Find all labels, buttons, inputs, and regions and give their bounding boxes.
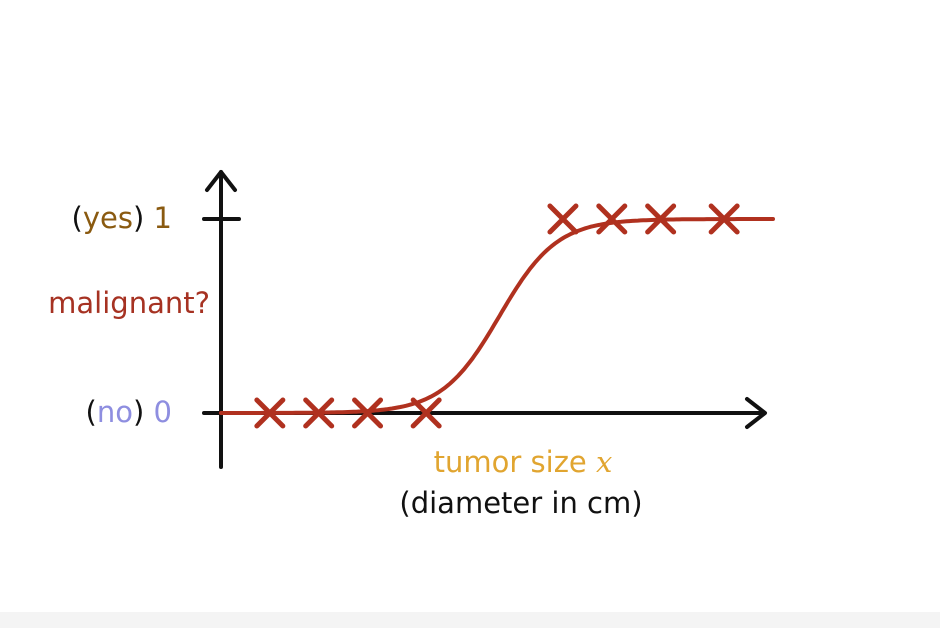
data-point-x-marker xyxy=(410,397,442,429)
y-tick-label-yes: (yes) 1 xyxy=(72,201,172,235)
y-axis-label: malignant? xyxy=(48,286,210,320)
y-axis-arrowhead xyxy=(205,170,237,192)
sigmoid-curve xyxy=(219,217,775,415)
x-axis-label: tumor size x xyxy=(434,445,613,479)
x-axis-sublabel: (diameter in cm) xyxy=(399,486,642,520)
x-axis-arrowhead xyxy=(745,397,767,429)
data-point-x-marker xyxy=(254,397,286,429)
data-point-x-marker xyxy=(645,203,677,235)
data-point-x-marker xyxy=(352,397,384,429)
bottom-band xyxy=(0,612,940,628)
data-point-x-marker xyxy=(303,397,335,429)
data-point-x-marker xyxy=(596,203,628,235)
data-point-x-marker xyxy=(708,203,740,235)
y-tick-label-no: (no) 0 xyxy=(86,395,172,429)
data-point-x-marker xyxy=(547,203,579,235)
data-points xyxy=(254,203,740,429)
